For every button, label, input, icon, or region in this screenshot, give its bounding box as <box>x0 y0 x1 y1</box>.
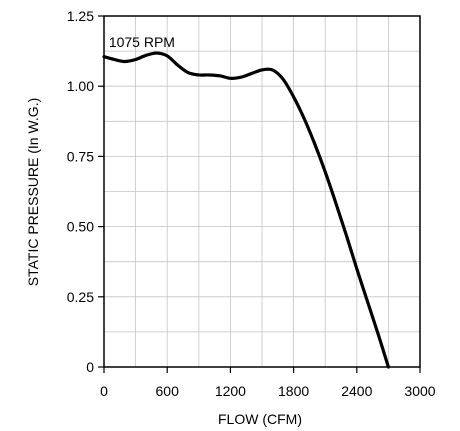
x-tick-label: 1800 <box>278 383 309 399</box>
x-tick-label: 0 <box>100 383 108 399</box>
plot-frame <box>103 15 421 368</box>
axis-ticks <box>98 15 421 373</box>
y-tick-label: 0.75 <box>67 148 94 164</box>
y-tick-label: 1.00 <box>67 78 94 94</box>
x-tick-label: 1200 <box>215 383 246 399</box>
fan-curve-line <box>102 51 390 369</box>
y-tick-label: 0 <box>86 359 94 375</box>
x-axis-title: FLOW (CFM) <box>218 411 302 427</box>
y-tick-label: 0.50 <box>67 219 94 235</box>
rpm-annotation: 1075 RPM <box>109 34 175 50</box>
annotation-layer: 1075 RPM <box>109 34 175 50</box>
y-tick-labels: 0 0.25 0.50 0.75 1.00 1.25 <box>67 8 94 375</box>
y-tick-label: 1.25 <box>67 8 94 24</box>
y-axis-title: STATIC PRESSURE (In W.G.) <box>25 98 41 287</box>
x-tick-label: 3000 <box>404 383 435 399</box>
x-tick-label: 600 <box>156 383 180 399</box>
series-layer <box>102 51 390 369</box>
y-tick-label: 0.25 <box>67 289 94 305</box>
x-tick-labels: 0 600 1200 1800 2400 3000 <box>100 383 436 399</box>
x-tick-label: 2400 <box>341 383 372 399</box>
minor-gridlines <box>104 16 420 367</box>
